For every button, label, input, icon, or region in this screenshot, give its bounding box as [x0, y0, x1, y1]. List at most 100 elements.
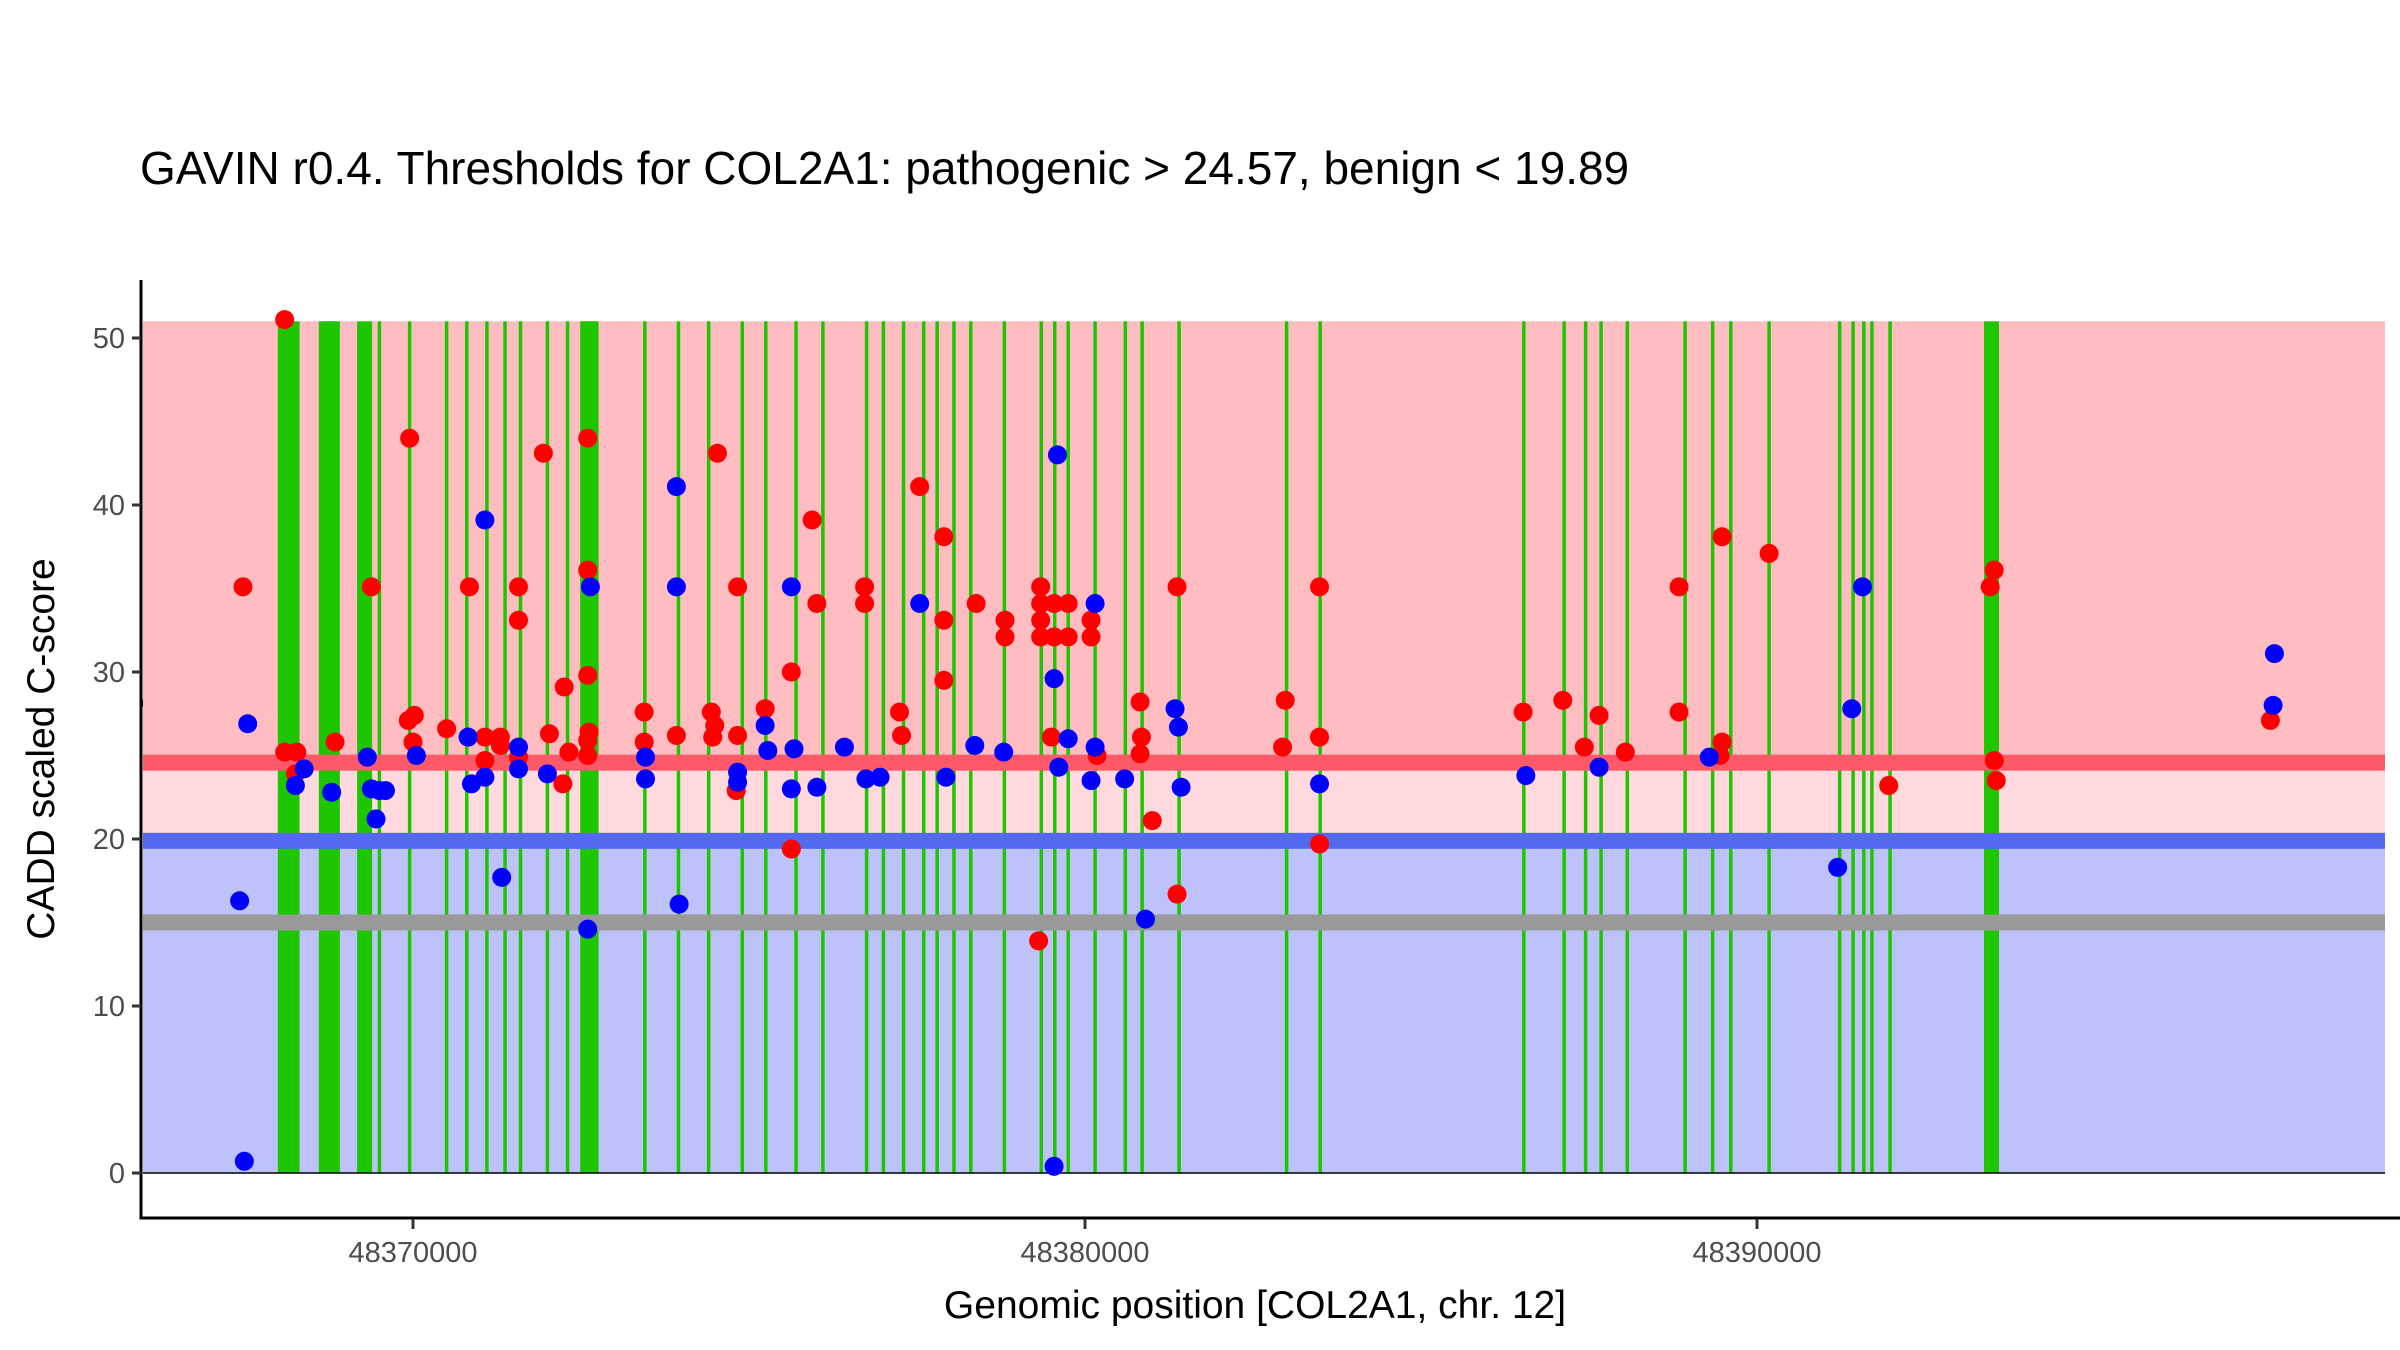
- x-ticks: 48370000 48380000 48390000: [348, 1219, 1822, 1269]
- clinvar-point: [1759, 543, 1779, 563]
- clinvar-point: [325, 732, 345, 752]
- clinvar-point: [1029, 931, 1049, 951]
- gnomad-point: [1168, 717, 1188, 737]
- x-axis-label: Genomic position [COL2A1, chr. 12]: [944, 1284, 1566, 1327]
- exon-line: [357, 321, 373, 1173]
- clinvar-point: [1879, 776, 1899, 796]
- clinvar-point: [1058, 627, 1078, 647]
- gnomad-point: [1516, 766, 1536, 786]
- gnomad-point: [666, 477, 686, 497]
- gnomad-point: [537, 764, 557, 784]
- gnomad-point: [1047, 445, 1067, 465]
- pathogenic-region: [143, 321, 2385, 763]
- gnomad-point: [636, 769, 656, 789]
- clinvar-point: [459, 577, 479, 597]
- fallback-threshold-line: [143, 914, 2385, 931]
- gnomad-point: [965, 735, 985, 755]
- threshold-bands: [143, 321, 2385, 1173]
- gnomad-point: [1853, 577, 1873, 597]
- clinvar-point: [400, 428, 420, 448]
- clinvar-point: [890, 702, 910, 722]
- clinvar-point: [475, 727, 495, 747]
- gnomad-point: [1699, 747, 1719, 767]
- exon-line: [1851, 321, 1855, 1173]
- clinvar-point: [855, 594, 875, 614]
- exon-line: [444, 321, 449, 1173]
- exon-line: [1562, 321, 1566, 1173]
- clinvar-point: [1669, 577, 1689, 597]
- clinvar-point: [728, 725, 748, 745]
- clinvar-point: [533, 443, 553, 463]
- clinvar-point: [855, 577, 875, 597]
- clinvar-point: [707, 443, 727, 463]
- exon-line: [1888, 321, 1892, 1173]
- benign-region: [143, 840, 2385, 1173]
- exon-line: [377, 321, 382, 1173]
- clinvar-point: [578, 428, 598, 448]
- clinvar-point: [1574, 737, 1594, 757]
- x-tick-label: 48390000: [1692, 1237, 1821, 1269]
- exon-line: [1870, 321, 1874, 1173]
- clinvar-point: [554, 677, 574, 697]
- gnomad-point: [807, 777, 827, 797]
- clinvar-point: [1553, 690, 1573, 710]
- gnomad-point: [375, 781, 395, 801]
- clinvar-point: [233, 577, 253, 597]
- exon-line: [821, 321, 825, 1173]
- exon-line: [1123, 321, 1128, 1173]
- gnomad-point: [1044, 1156, 1064, 1176]
- clinvar-point: [1310, 577, 1330, 597]
- exon-line: [1729, 321, 1733, 1173]
- gnomad-point: [1085, 737, 1105, 757]
- gnomad-point: [1589, 757, 1609, 777]
- clinvar-point: [1986, 771, 2006, 791]
- exon-line: [740, 321, 745, 1173]
- clinvar-point: [1275, 690, 1295, 710]
- clinvar-point: [2260, 710, 2280, 730]
- clinvar-point: [490, 735, 510, 755]
- gnomad-point: [636, 747, 656, 767]
- exon-line: [1039, 321, 1044, 1173]
- exon-line: [1984, 321, 2000, 1173]
- y-tick-label: 50: [93, 323, 125, 355]
- exon-line: [1683, 321, 1687, 1173]
- pathogenic-threshold-line: [143, 754, 2385, 771]
- clinvar-point: [437, 719, 457, 739]
- gnomad-point: [758, 740, 778, 760]
- gnomad-point: [1081, 771, 1101, 791]
- clinvar-point: [1984, 751, 2004, 771]
- gnomad-point: [238, 714, 258, 734]
- gnomad-point: [2264, 644, 2284, 664]
- exon-line: [676, 321, 681, 1173]
- clinvar-point: [1310, 834, 1330, 854]
- gnomad-point: [509, 737, 529, 757]
- gnomad-point: [1165, 699, 1185, 719]
- exon-line: [881, 321, 886, 1173]
- clinvar-point: [892, 725, 912, 745]
- gnomad-point: [1085, 594, 1105, 614]
- title-line-1: GAVIN r0.4. Thresholds for COL2A1: patho…: [140, 142, 1630, 194]
- gnomad-point: [322, 782, 342, 802]
- benign-threshold-line: [143, 832, 2385, 849]
- clinvar-point: [966, 594, 986, 614]
- gnomad-point: [755, 715, 775, 735]
- exon-line: [901, 321, 906, 1173]
- clinvar-point: [1167, 884, 1187, 904]
- gnomad-point: [406, 746, 426, 765]
- gnomad-point: [230, 891, 250, 911]
- clinvar-point: [1131, 727, 1151, 747]
- clinvar-point: [1669, 702, 1689, 722]
- clinvar-point: [509, 577, 529, 597]
- exon-line: [1177, 321, 1181, 1173]
- clinvar-point: [781, 662, 801, 682]
- gnomad-point: [1828, 857, 1848, 877]
- gnomad-point: [910, 594, 930, 614]
- y-tick-label: 30: [93, 657, 125, 689]
- clinvar-point: [1273, 737, 1293, 757]
- clinvar-point: [1081, 627, 1101, 647]
- clinvar-point: [475, 751, 495, 771]
- gnomad-point: [509, 759, 529, 779]
- clinvar-point: [539, 724, 559, 744]
- clinvar-point: [578, 665, 598, 685]
- clinvar-point: [1081, 610, 1101, 630]
